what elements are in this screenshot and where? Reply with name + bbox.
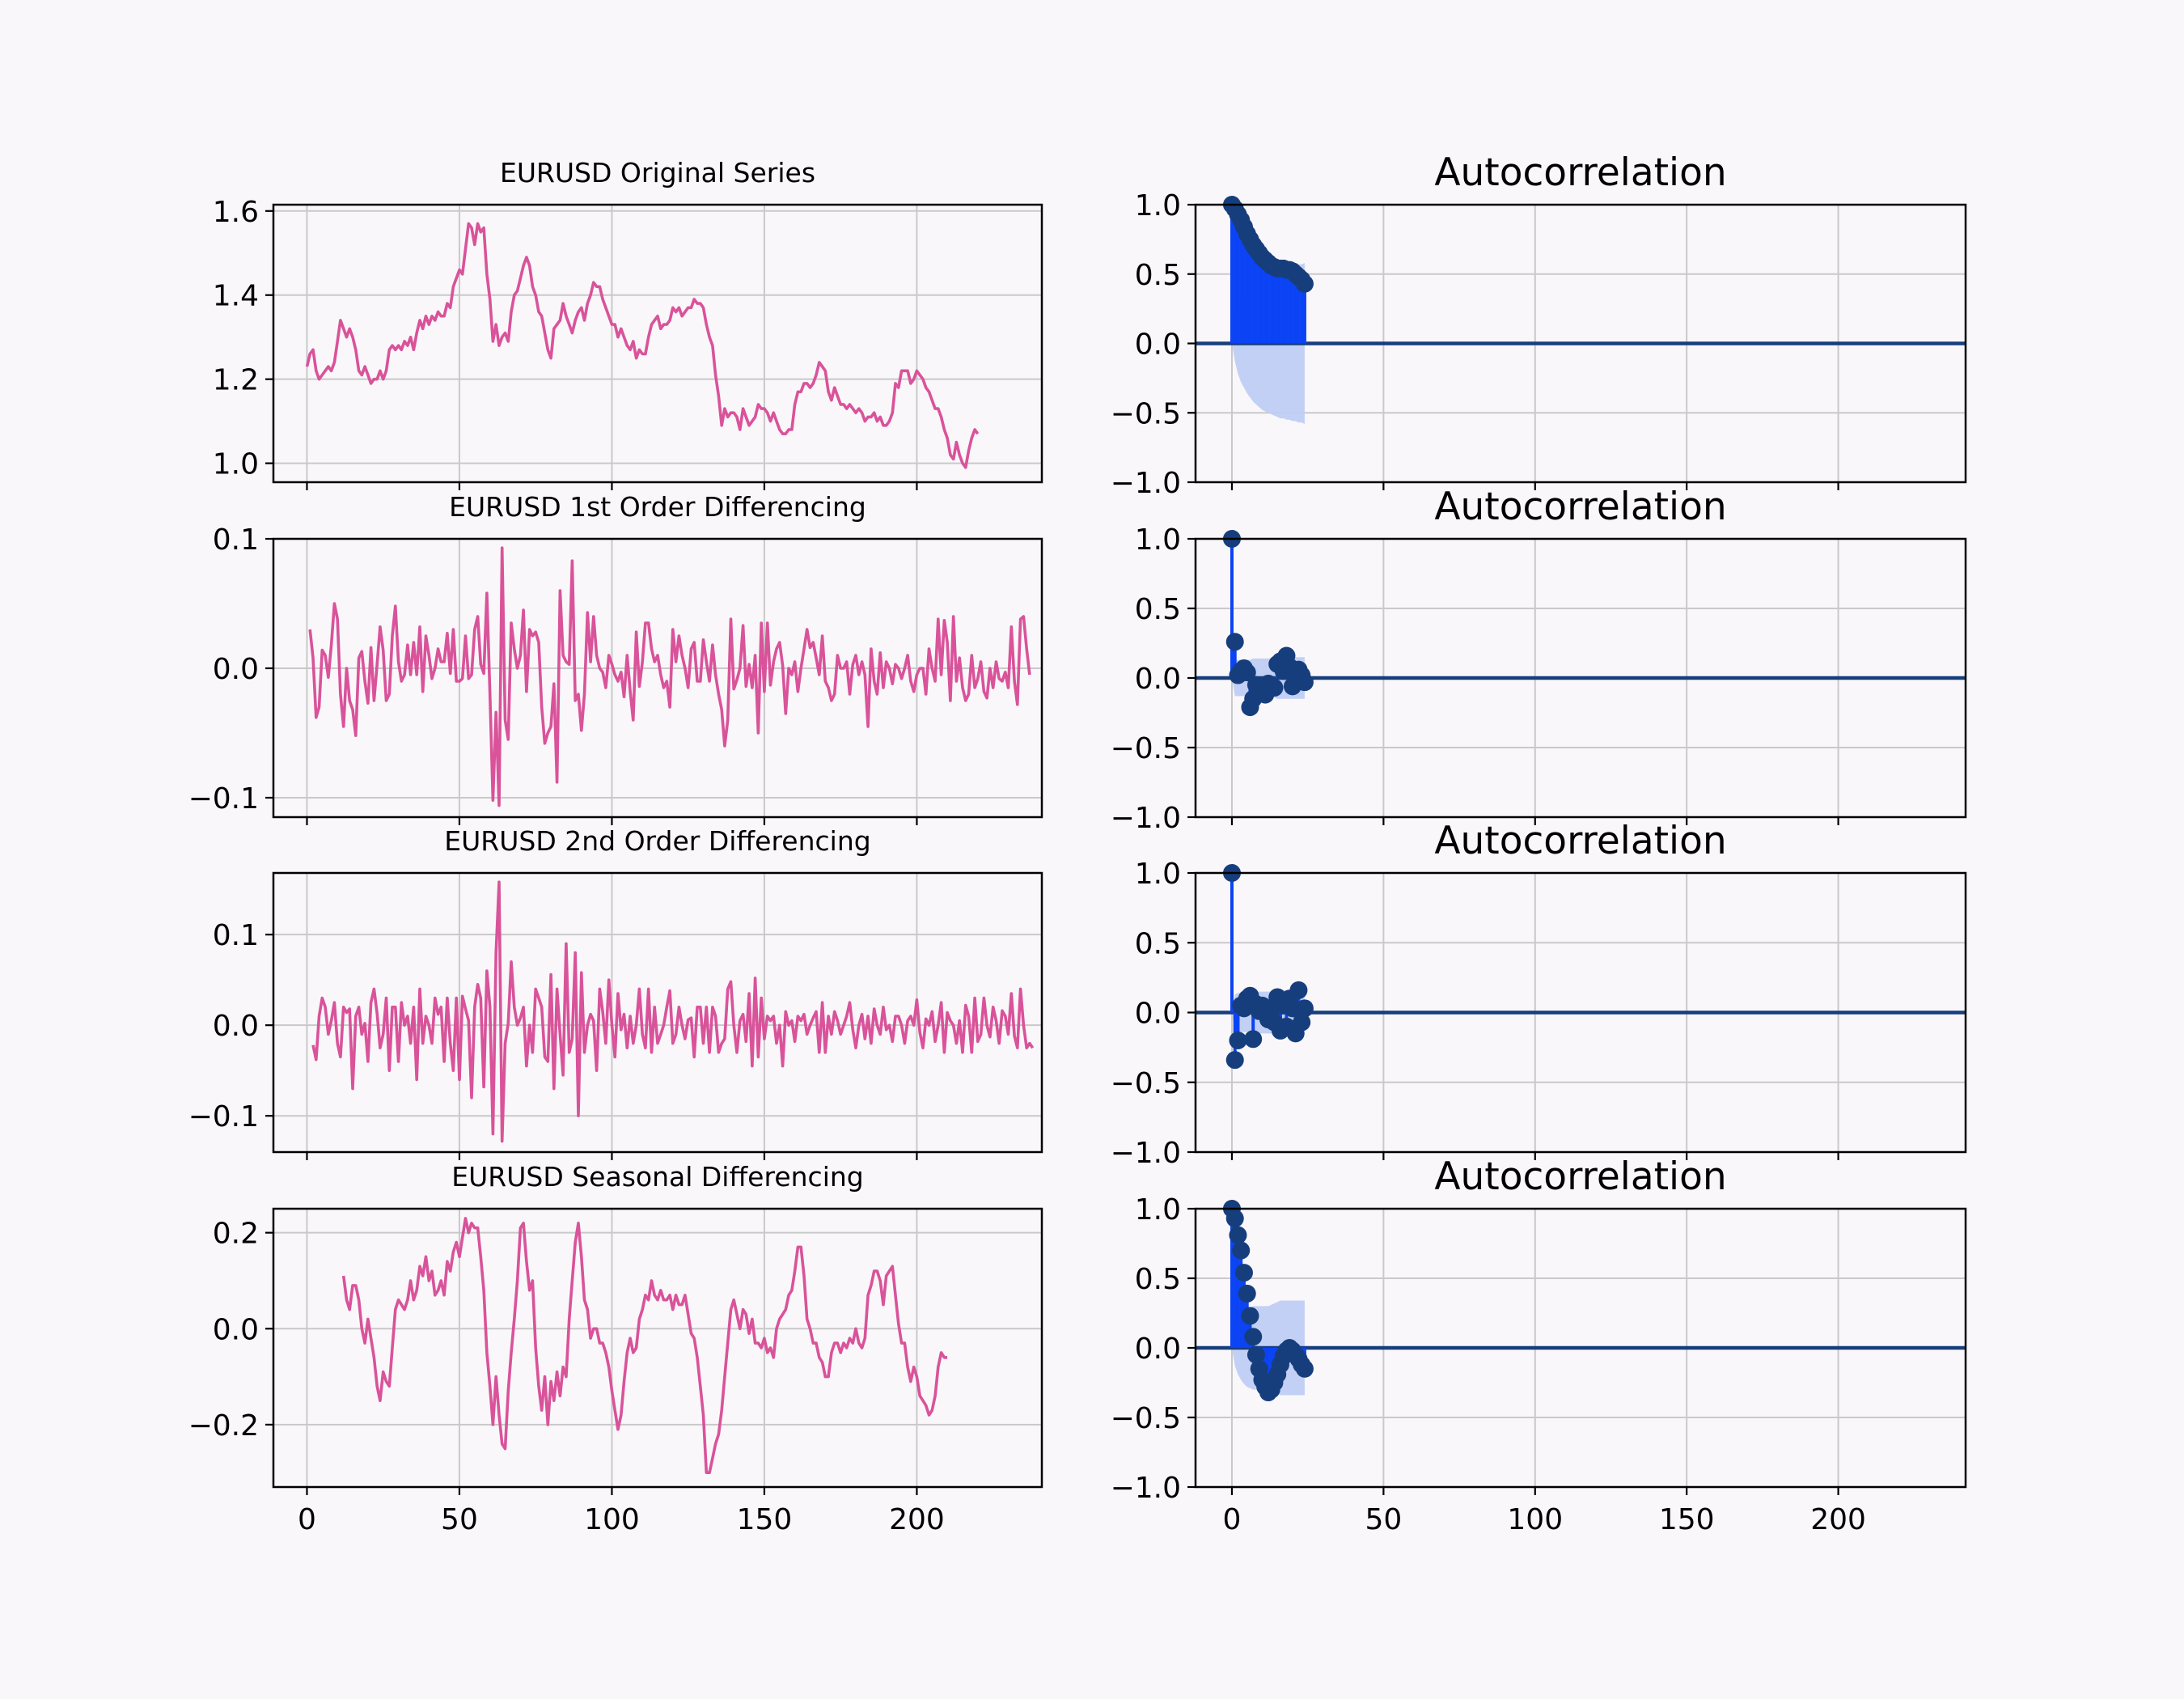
acf-marker [1229,1226,1247,1244]
y-tick-label: 0.0 [213,653,259,686]
series-line [308,546,1031,807]
x-tick-label: 200 [889,1503,945,1536]
y-tick-label: −0.2 [188,1409,259,1443]
x-tick-label: 100 [1507,1503,1563,1536]
subplot-3: −0.2 0.0 0.2 0 50 100 150 200 EURUSD Seasonal Di… [188,1161,1043,1536]
acf-marker [1244,1328,1263,1346]
x-tick-label: 50 [1365,1503,1402,1536]
acf-marker [1234,1264,1253,1282]
plot-area [341,1217,948,1474]
y-tick-label: 1.6 [213,196,259,229]
y-tick-label: 0.0 [1135,663,1181,696]
y-tick-label: −0.5 [1111,397,1181,430]
subplot-5: −1.0 −0.5 0.0 0.5 1.0 Autocorrelation [1111,485,1967,835]
acf-marker [1244,1030,1263,1049]
y-tick-label: −0.5 [1111,1402,1181,1435]
y-tick-label: 1.2 [213,364,259,397]
y-tick-label: 0.0 [213,1010,259,1043]
subplot-grid: 1.0 1.2 1.4 1.6 EURUSD Original Series −0.1 0.… [188,150,1967,1536]
y-tick-label: 0.2 [213,1218,259,1251]
series-line [311,880,1035,1143]
acf-marker [1289,981,1308,999]
acf-marker [1295,1359,1314,1378]
y-tick-label: 1.0 [1135,858,1181,891]
x-tick-label: 100 [584,1503,640,1536]
y-tick-label: 0.5 [1135,927,1181,960]
subplot-7: −1.0 −0.5 0.0 0.5 1.0 0 50 100 150 200 Autocorrela… [1111,1155,1967,1536]
plot-area [311,880,1035,1143]
y-tick-label: 0.0 [213,1313,259,1346]
y-tick-label: 0.0 [1135,1333,1181,1366]
y-tick-label: 1.0 [213,448,259,481]
x-tick-label: 200 [1810,1503,1866,1536]
subplot-2: −0.1 0.0 0.1 EURUSD 2nd Order Differencing [188,825,1043,1160]
axes-frame [272,1207,1043,1489]
y-tick-label: 1.0 [1135,1193,1181,1227]
series-line [341,1217,948,1474]
y-tick-label: −0.1 [188,1100,259,1133]
y-tick-label: 0.5 [1135,1263,1181,1296]
y-tick-label: 1.0 [1135,523,1181,557]
acf-title: Autocorrelation [1434,150,1726,195]
y-tick-label: −0.1 [188,782,259,816]
x-tick-label: 150 [737,1503,793,1536]
axes-frame [272,871,1043,1154]
y-tick-label: 0.0 [1135,328,1181,362]
y-tick-label: −1.0 [1111,802,1181,835]
series-title: EURUSD Seasonal Differencing [451,1161,863,1193]
y-tick-label: 1.0 [1135,189,1181,222]
subplot-6: −1.0 −0.5 0.0 0.5 1.0 Autocorrelation [1111,819,1967,1170]
acf-marker [1225,633,1244,651]
acf-title: Autocorrelation [1434,819,1726,863]
plot-area [305,222,980,469]
y-tick-label: 0.1 [213,523,259,557]
acf-marker [1293,1013,1311,1032]
y-tick-label: 0.5 [1135,593,1181,626]
plot-area [308,546,1031,807]
acf-marker [1238,663,1256,682]
acf-marker [1295,999,1314,1018]
x-tick-label: 0 [1223,1503,1242,1536]
x-tick-label: 0 [298,1503,316,1536]
acf-marker [1229,1032,1247,1049]
series-title: EURUSD 1st Order Differencing [449,491,866,523]
x-tick-label: 50 [441,1503,478,1536]
y-tick-label: 0.0 [1135,998,1181,1031]
y-tick-label: −1.0 [1111,1472,1181,1505]
y-tick-label: −0.5 [1111,732,1181,765]
acf-marker [1225,1051,1244,1070]
acf-title: Autocorrelation [1434,485,1726,529]
y-tick-label: −0.5 [1111,1067,1181,1100]
x-tick-label: 150 [1659,1503,1715,1536]
axes-frame [272,537,1043,819]
series-title: EURUSD 2nd Order Differencing [444,825,870,857]
acf-marker [1246,1345,1265,1364]
axes-frame [272,203,1043,484]
acf-marker [1241,1307,1259,1325]
y-tick-label: −1.0 [1111,1137,1181,1170]
subplot-1: −0.1 0.0 0.1 EURUSD 1st Order Differencing [188,491,1043,825]
acf-marker [1225,1210,1244,1228]
subplot-0: 1.0 1.2 1.4 1.6 EURUSD Original Series [213,157,1043,490]
series-title: EURUSD Original Series [500,157,815,189]
acf-marker [1238,1284,1256,1303]
y-tick-label: 0.1 [213,919,259,952]
acf-marker [1265,679,1284,697]
acf-marker [1295,673,1314,692]
y-tick-label: −1.0 [1111,467,1181,500]
subplot-4: −1.0 −0.5 0.0 0.5 1.0 Autocorrelation [1111,150,1967,500]
acf-marker [1295,274,1314,293]
series-line [305,222,980,469]
plot-area [1196,205,1966,424]
y-tick-label: 0.5 [1135,259,1181,292]
acf-marker [1232,1241,1251,1260]
acf-title: Autocorrelation [1434,1155,1726,1199]
y-tick-label: 1.4 [213,280,259,313]
